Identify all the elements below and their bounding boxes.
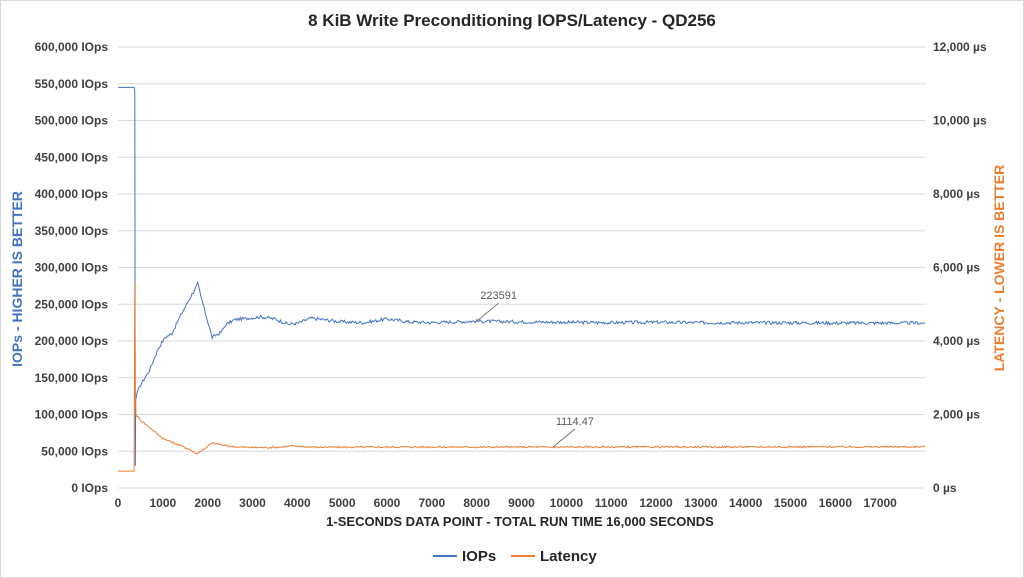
series-line-iops — [118, 86, 926, 466]
x-tick-label: 11000 — [595, 496, 628, 510]
x-tick-label: 15000 — [774, 496, 808, 510]
x-tick-label: 5000 — [329, 496, 356, 510]
y-left-tick-labels: 0 IOps 50,000 IOps 100,000 IOps 150,000 IOp… — [35, 40, 109, 495]
x-tick-label: 10000 — [550, 496, 584, 510]
series-lines — [118, 86, 926, 472]
x-tick-label: 1000 — [149, 496, 176, 510]
legend: IOPs Latency — [433, 548, 597, 565]
y-left-tick-label: 500,000 IOps — [35, 114, 109, 128]
x-tick-label: 12000 — [639, 496, 673, 510]
y-right-tick-label: 12,000 µs — [933, 40, 987, 54]
y-right-tick-label: 2,000 µs — [933, 408, 980, 422]
annotation-label: 223591 — [480, 290, 517, 302]
y-right-tick-label: 8,000 µs — [933, 187, 980, 201]
annotations: 223591 1114.47 — [476, 290, 594, 448]
x-tick-label: 2000 — [194, 496, 221, 510]
annotation-leader — [476, 302, 499, 322]
x-tick-label: 7000 — [418, 496, 445, 510]
y-right-tick-labels: 0 µs 2,000 µs 4,000 µs 6,000 µs 8,000 µs 10,0… — [933, 40, 987, 495]
gridlines — [118, 46, 925, 489]
x-tick-label: 16000 — [819, 496, 853, 510]
x-tick-label: 3000 — [239, 496, 266, 510]
y-left-tick-label: 600,000 IOps — [35, 40, 109, 54]
y-left-tick-label: 350,000 IOps — [35, 224, 109, 238]
x-tick-label: 14000 — [729, 496, 763, 510]
y-left-tick-label: 100,000 IOps — [35, 408, 109, 422]
x-tick-label: 6000 — [374, 496, 401, 510]
x-tick-label: 13000 — [684, 496, 718, 510]
x-tick-label: 0 — [115, 496, 122, 510]
annotation-label: 1114.47 — [556, 416, 594, 428]
y-right-tick-label: 6,000 µs — [933, 261, 980, 275]
x-tick-label: 17000 — [863, 496, 897, 510]
y-left-tick-label: 200,000 IOps — [35, 334, 109, 348]
y-left-tick-label: 450,000 IOps — [35, 150, 109, 164]
x-tick-labels: 0 1000 2000 3000 4000 5000 6000 7000 8000 9000 100… — [115, 496, 898, 510]
legend-iops-label: IOPs — [462, 548, 496, 565]
y-right-tick-label: 0 µs — [933, 481, 957, 495]
series-line-latency — [118, 282, 926, 472]
chart-title: 8 KiB Write Preconditioning IOPS/Latency… — [308, 11, 716, 30]
y-left-tick-label: 50,000 IOps — [41, 444, 108, 458]
y-left-tick-label: 300,000 IOps — [35, 261, 109, 275]
annotation-leader — [552, 428, 576, 448]
y-right-tick-label: 10,000 µs — [933, 114, 987, 128]
y-left-tick-label: 150,000 IOps — [35, 371, 109, 385]
x-tick-label: 9000 — [508, 496, 535, 510]
legend-latency-label: Latency — [540, 548, 597, 565]
x-axis-label: 1-SECONDS DATA POINT - TOTAL RUN TIME 16… — [326, 514, 714, 529]
y-right-axis-label: LATENCY - LOWER IS BETTER — [991, 165, 1007, 371]
y-left-tick-label: 550,000 IOps — [35, 77, 109, 91]
x-tick-label: 4000 — [284, 496, 311, 510]
y-left-axis-label: IOPs - HIGHER IS BETTER — [9, 191, 25, 367]
y-left-tick-label: 250,000 IOps — [35, 297, 109, 311]
y-left-tick-label: 0 IOps — [71, 481, 108, 495]
y-right-tick-label: 4,000 µs — [933, 334, 980, 348]
x-tick-label: 8000 — [463, 496, 490, 510]
y-left-tick-label: 400,000 IOps — [35, 187, 109, 201]
